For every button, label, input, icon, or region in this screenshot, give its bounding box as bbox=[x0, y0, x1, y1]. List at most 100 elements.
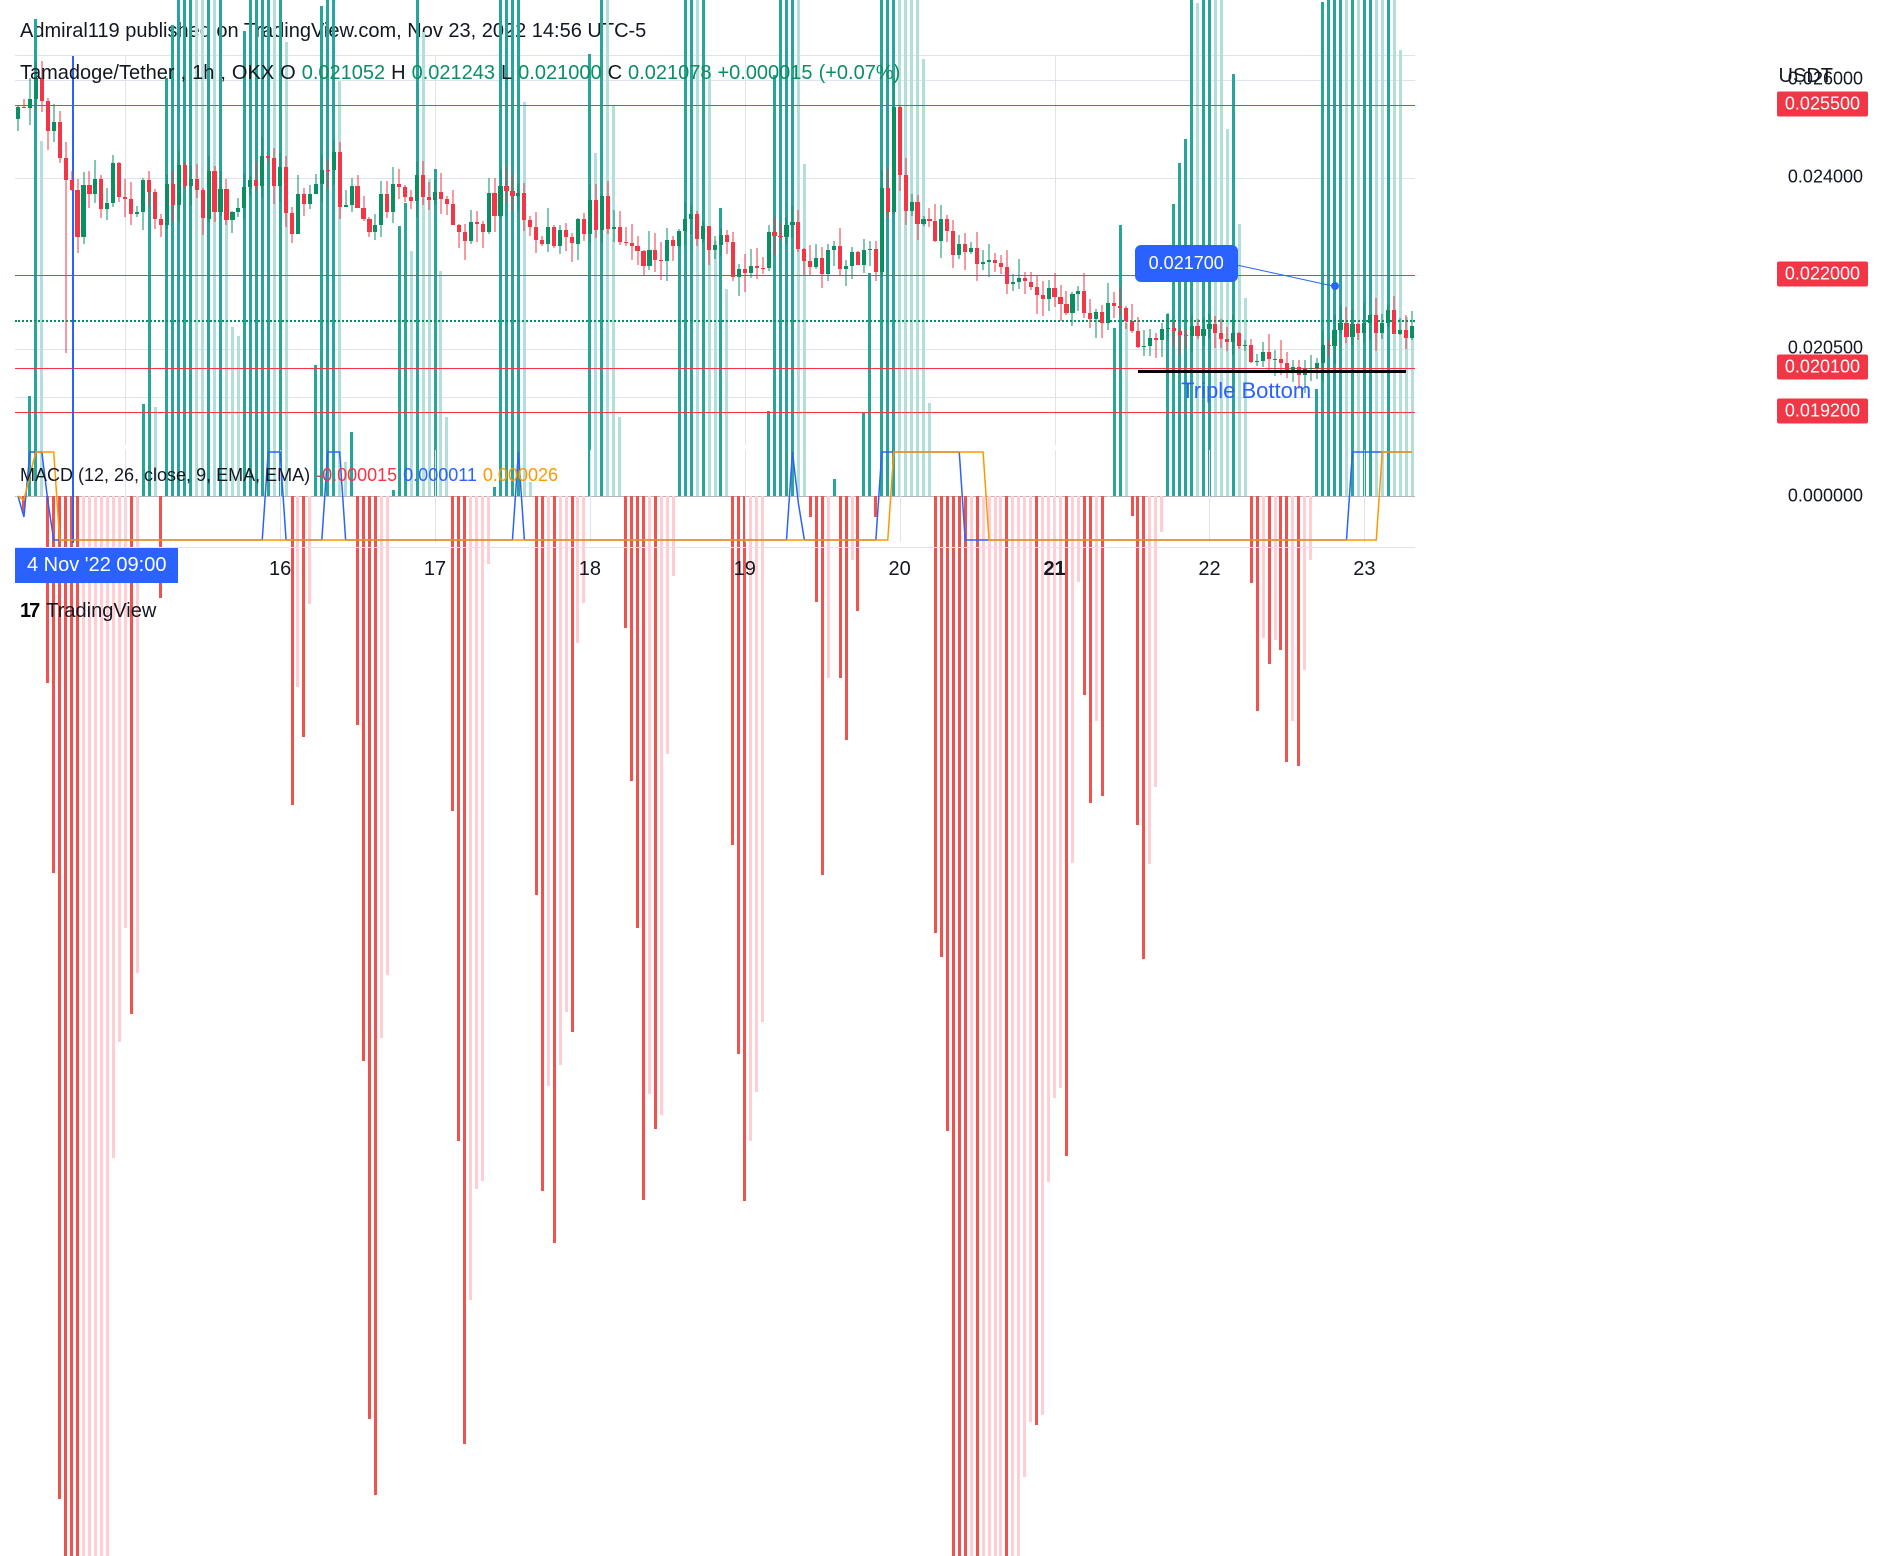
macd-hist-bar bbox=[958, 496, 961, 1556]
candle bbox=[671, 56, 675, 446]
candle bbox=[1386, 56, 1390, 446]
macd-hist-bar bbox=[475, 496, 478, 1189]
macd-hist-bar bbox=[88, 496, 91, 1556]
candle bbox=[1106, 56, 1110, 446]
candle bbox=[975, 56, 979, 446]
h-val: 0.021243 bbox=[412, 62, 495, 85]
candle bbox=[635, 56, 639, 446]
candle bbox=[606, 56, 610, 446]
candle bbox=[772, 56, 776, 446]
candle bbox=[522, 56, 526, 446]
macd-hist-bar bbox=[952, 496, 955, 1556]
candle bbox=[1362, 56, 1366, 446]
macd-hist-bar bbox=[946, 496, 949, 1131]
candle bbox=[1058, 56, 1062, 446]
candle bbox=[504, 56, 508, 446]
candle bbox=[719, 56, 723, 446]
candle bbox=[1112, 56, 1116, 446]
candle bbox=[898, 56, 902, 446]
y-price-tag: 0.020100 bbox=[1777, 355, 1868, 380]
candle bbox=[1398, 56, 1402, 446]
candle bbox=[659, 56, 663, 446]
candle bbox=[516, 56, 520, 446]
candle bbox=[761, 56, 765, 446]
macd-hist-bar bbox=[106, 496, 109, 1556]
candle bbox=[600, 56, 604, 446]
candle bbox=[1368, 56, 1372, 446]
candle bbox=[254, 56, 258, 446]
candle bbox=[1356, 56, 1360, 446]
macd-hist-bar bbox=[1011, 496, 1014, 1556]
macd-hist-bar bbox=[988, 496, 991, 1556]
candle bbox=[487, 56, 491, 446]
candle bbox=[1052, 56, 1056, 446]
candle bbox=[457, 56, 461, 446]
candle bbox=[111, 56, 115, 446]
macd-hist-bar bbox=[553, 496, 556, 1243]
candle bbox=[1350, 56, 1354, 446]
candle bbox=[641, 56, 645, 446]
candle bbox=[171, 56, 175, 446]
candle bbox=[248, 56, 252, 446]
candle bbox=[957, 56, 961, 446]
macd-hist-bar bbox=[368, 496, 371, 1419]
candle bbox=[105, 56, 109, 446]
price-callout: 0.021700 bbox=[1135, 245, 1238, 282]
candle bbox=[403, 56, 407, 446]
candle bbox=[433, 56, 437, 446]
candle bbox=[653, 56, 657, 446]
candle bbox=[665, 56, 669, 446]
candle bbox=[308, 56, 312, 446]
candle bbox=[117, 56, 121, 446]
candle bbox=[64, 56, 68, 446]
candle bbox=[70, 56, 74, 446]
macd-hist-bar bbox=[451, 496, 454, 811]
macd-val-o: 0.000026 bbox=[483, 465, 558, 486]
candle bbox=[999, 56, 1003, 446]
candle bbox=[725, 56, 729, 446]
candle bbox=[1005, 56, 1009, 446]
candle bbox=[546, 56, 550, 446]
candle bbox=[28, 56, 32, 446]
x-tick-label: 16 bbox=[269, 558, 291, 581]
macd-hist-bar bbox=[457, 496, 460, 1141]
price-chart[interactable]: 0.021700Triple Bottom bbox=[15, 55, 1415, 445]
candle bbox=[1100, 56, 1104, 446]
candle bbox=[534, 56, 538, 446]
candle bbox=[1315, 56, 1319, 446]
time-x-axis[interactable]: 51617181920212223 bbox=[15, 547, 1415, 587]
y-tick-label: 0.026000 bbox=[1788, 69, 1863, 90]
candle bbox=[379, 56, 383, 446]
candle bbox=[367, 56, 371, 446]
candle bbox=[880, 56, 884, 446]
l-val: 0.021000 bbox=[518, 62, 601, 85]
candle bbox=[242, 56, 246, 446]
candle bbox=[701, 56, 705, 446]
candle bbox=[260, 56, 264, 446]
macd-hist-bar bbox=[1029, 496, 1032, 1422]
candle bbox=[856, 56, 860, 446]
x-tick-label: 22 bbox=[1198, 558, 1220, 581]
candle bbox=[1023, 56, 1027, 446]
l-label: L bbox=[501, 62, 512, 85]
price-y-axis[interactable]: 0.0260000.0240000.0205000.0255000.022000… bbox=[1723, 55, 1873, 545]
candle bbox=[796, 56, 800, 446]
candle bbox=[844, 56, 848, 446]
candle bbox=[576, 56, 580, 446]
candle bbox=[1392, 56, 1396, 446]
candle bbox=[790, 56, 794, 446]
candle bbox=[1118, 56, 1122, 446]
candle bbox=[320, 56, 324, 446]
candle bbox=[594, 56, 598, 446]
candle bbox=[302, 56, 306, 446]
candle bbox=[1094, 56, 1098, 446]
candle bbox=[1070, 56, 1074, 446]
x-tick-label: 19 bbox=[734, 558, 756, 581]
macd-hist-bar bbox=[1047, 496, 1050, 1182]
macd-panel[interactable] bbox=[15, 450, 1415, 542]
macd-label: MACD (12, 26, close, 9, EMA, EMA) bbox=[20, 465, 310, 486]
macd-hist-bar bbox=[999, 496, 1002, 1556]
candle bbox=[332, 56, 336, 446]
y-price-tag: 0.019200 bbox=[1777, 398, 1868, 423]
candle bbox=[1041, 56, 1045, 446]
